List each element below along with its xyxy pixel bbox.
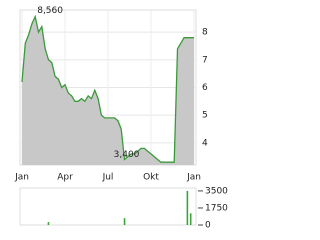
y-tick-label: 6 [202,83,208,93]
value-label: 8,560 [37,6,63,16]
x-tick-label: Jan [14,173,29,183]
x-tick-label: Jul [102,173,114,183]
area [22,16,194,165]
y-tick-label: 5 [202,111,208,121]
volume-bar [123,218,126,225]
value-label: 3,400 [114,150,140,160]
x-tick-label: Apr [57,173,73,183]
x-tick-label: Jan [186,173,201,183]
volume-bar [47,222,50,225]
y-tick-label: 8 [202,28,208,38]
x-tick-label: Okt [143,173,159,183]
volume-bar [186,190,189,225]
y-tick-label: 1750 [205,203,228,213]
volume-bar [189,213,192,225]
y-tick-label: 0 [205,221,211,231]
y-tick-label: 7 [202,55,208,65]
chart: 4 5 6 7 8 Jan Apr Jul Okt Jan 8,560 3,400 0 1750 3500 [14,6,228,231]
plot-area [19,187,197,226]
line [21,14,194,163]
y-tick-label: 3500 [205,186,228,196]
y-tick-label: 4 [202,138,208,148]
